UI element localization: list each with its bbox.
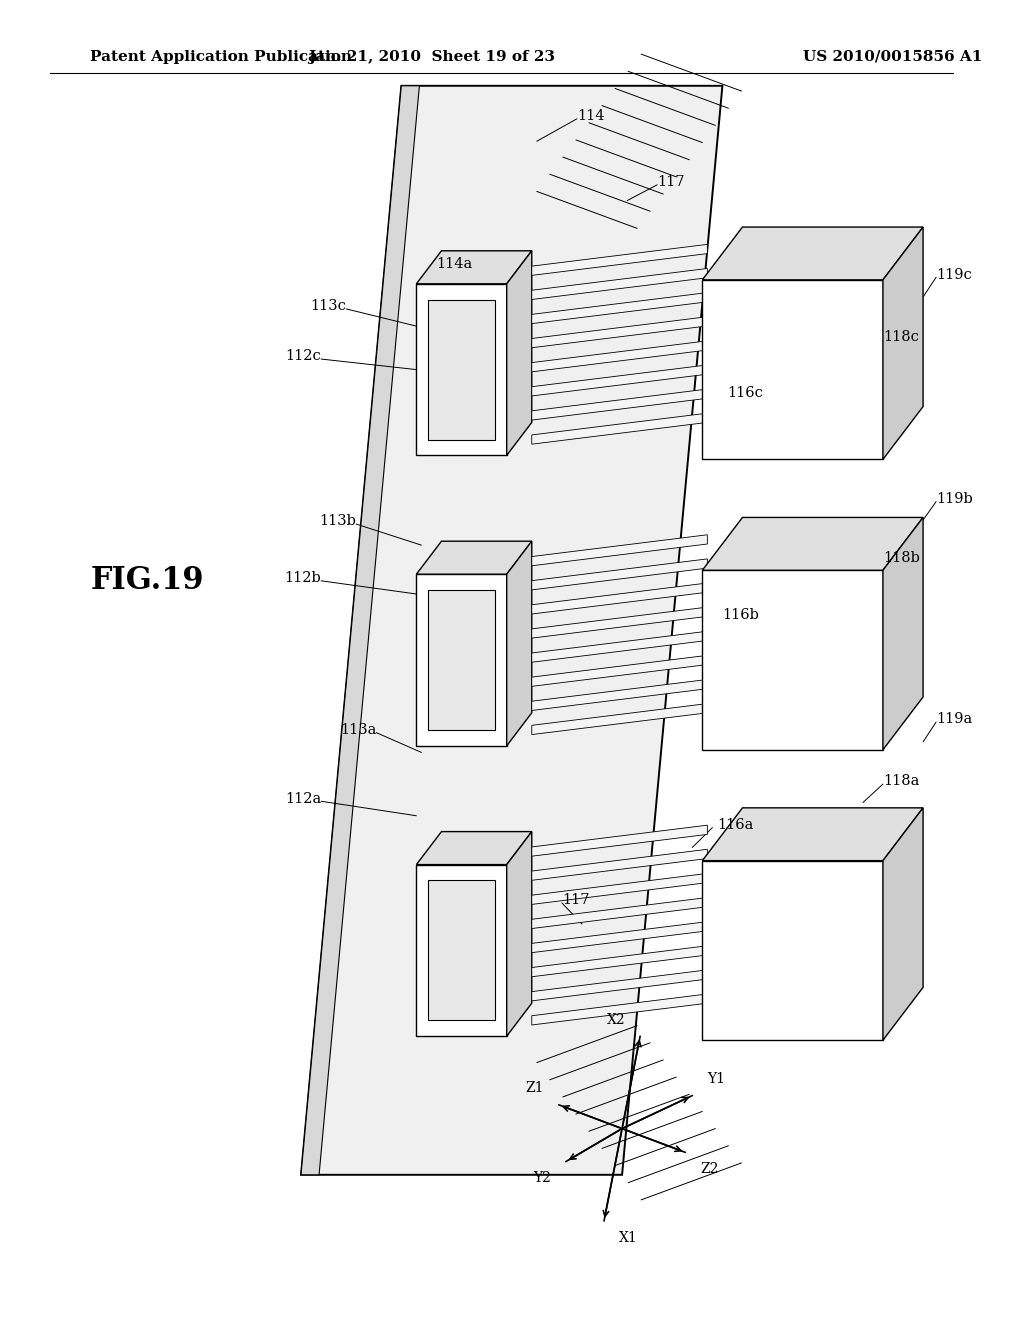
Polygon shape (883, 517, 923, 750)
Polygon shape (507, 832, 531, 1036)
Text: Y2: Y2 (532, 1171, 551, 1185)
Polygon shape (417, 832, 531, 865)
Text: Y1: Y1 (708, 1072, 725, 1086)
Polygon shape (507, 251, 531, 455)
Polygon shape (417, 251, 531, 284)
Text: X2: X2 (606, 1012, 625, 1027)
Polygon shape (702, 808, 923, 861)
Text: Z1: Z1 (525, 1081, 544, 1096)
Text: 112c: 112c (286, 350, 322, 363)
Text: 119b: 119b (936, 492, 973, 506)
Text: 119c: 119c (936, 268, 972, 281)
Polygon shape (531, 244, 708, 276)
Polygon shape (531, 874, 708, 904)
Text: 112a: 112a (285, 792, 322, 805)
Text: 117: 117 (657, 176, 685, 189)
Polygon shape (507, 541, 531, 746)
Polygon shape (301, 86, 722, 1175)
Polygon shape (531, 364, 708, 396)
Text: X1: X1 (620, 1230, 638, 1245)
Polygon shape (531, 535, 708, 566)
Text: 112b: 112b (285, 572, 322, 585)
Polygon shape (531, 341, 708, 372)
Polygon shape (531, 921, 708, 953)
Polygon shape (531, 607, 708, 638)
Text: 116c: 116c (727, 387, 763, 400)
Polygon shape (531, 970, 708, 1001)
Polygon shape (531, 413, 708, 444)
Polygon shape (702, 227, 923, 280)
Text: 113b: 113b (319, 515, 356, 528)
Text: 118c: 118c (883, 330, 919, 343)
Polygon shape (702, 570, 883, 750)
Polygon shape (428, 880, 495, 1020)
Polygon shape (531, 583, 708, 614)
Polygon shape (531, 268, 708, 300)
Text: FIG.19: FIG.19 (90, 565, 204, 597)
Polygon shape (531, 945, 708, 977)
Polygon shape (883, 808, 923, 1040)
Text: US 2010/0015856 A1: US 2010/0015856 A1 (803, 50, 982, 63)
Polygon shape (531, 994, 708, 1024)
Polygon shape (883, 227, 923, 459)
Text: 118b: 118b (883, 552, 920, 565)
Polygon shape (428, 300, 495, 440)
Polygon shape (531, 849, 708, 880)
Polygon shape (428, 590, 495, 730)
Text: Patent Application Publication: Patent Application Publication (90, 50, 352, 63)
Polygon shape (531, 317, 708, 347)
Polygon shape (417, 574, 507, 746)
Polygon shape (702, 280, 883, 459)
Polygon shape (531, 898, 708, 928)
Text: 114: 114 (577, 110, 604, 123)
Text: Jan. 21, 2010  Sheet 19 of 23: Jan. 21, 2010 Sheet 19 of 23 (308, 50, 555, 63)
Text: 116a: 116a (718, 818, 754, 832)
Text: 114a: 114a (436, 257, 473, 271)
Polygon shape (702, 861, 883, 1040)
Text: 113c: 113c (310, 300, 346, 313)
Polygon shape (531, 631, 708, 663)
Polygon shape (531, 389, 708, 420)
Polygon shape (531, 558, 708, 590)
Polygon shape (417, 284, 507, 455)
Polygon shape (531, 680, 708, 710)
Polygon shape (531, 293, 708, 323)
Polygon shape (301, 86, 420, 1175)
Text: 113a: 113a (340, 723, 376, 737)
Text: 118a: 118a (883, 775, 920, 788)
Polygon shape (531, 655, 708, 686)
Polygon shape (531, 825, 708, 857)
Polygon shape (702, 517, 923, 570)
Polygon shape (417, 541, 531, 574)
Text: 117: 117 (562, 894, 590, 907)
Text: 119a: 119a (936, 713, 973, 726)
Text: Z2: Z2 (700, 1162, 719, 1176)
Text: 116b: 116b (722, 609, 759, 622)
Polygon shape (417, 865, 507, 1036)
Polygon shape (531, 704, 708, 734)
